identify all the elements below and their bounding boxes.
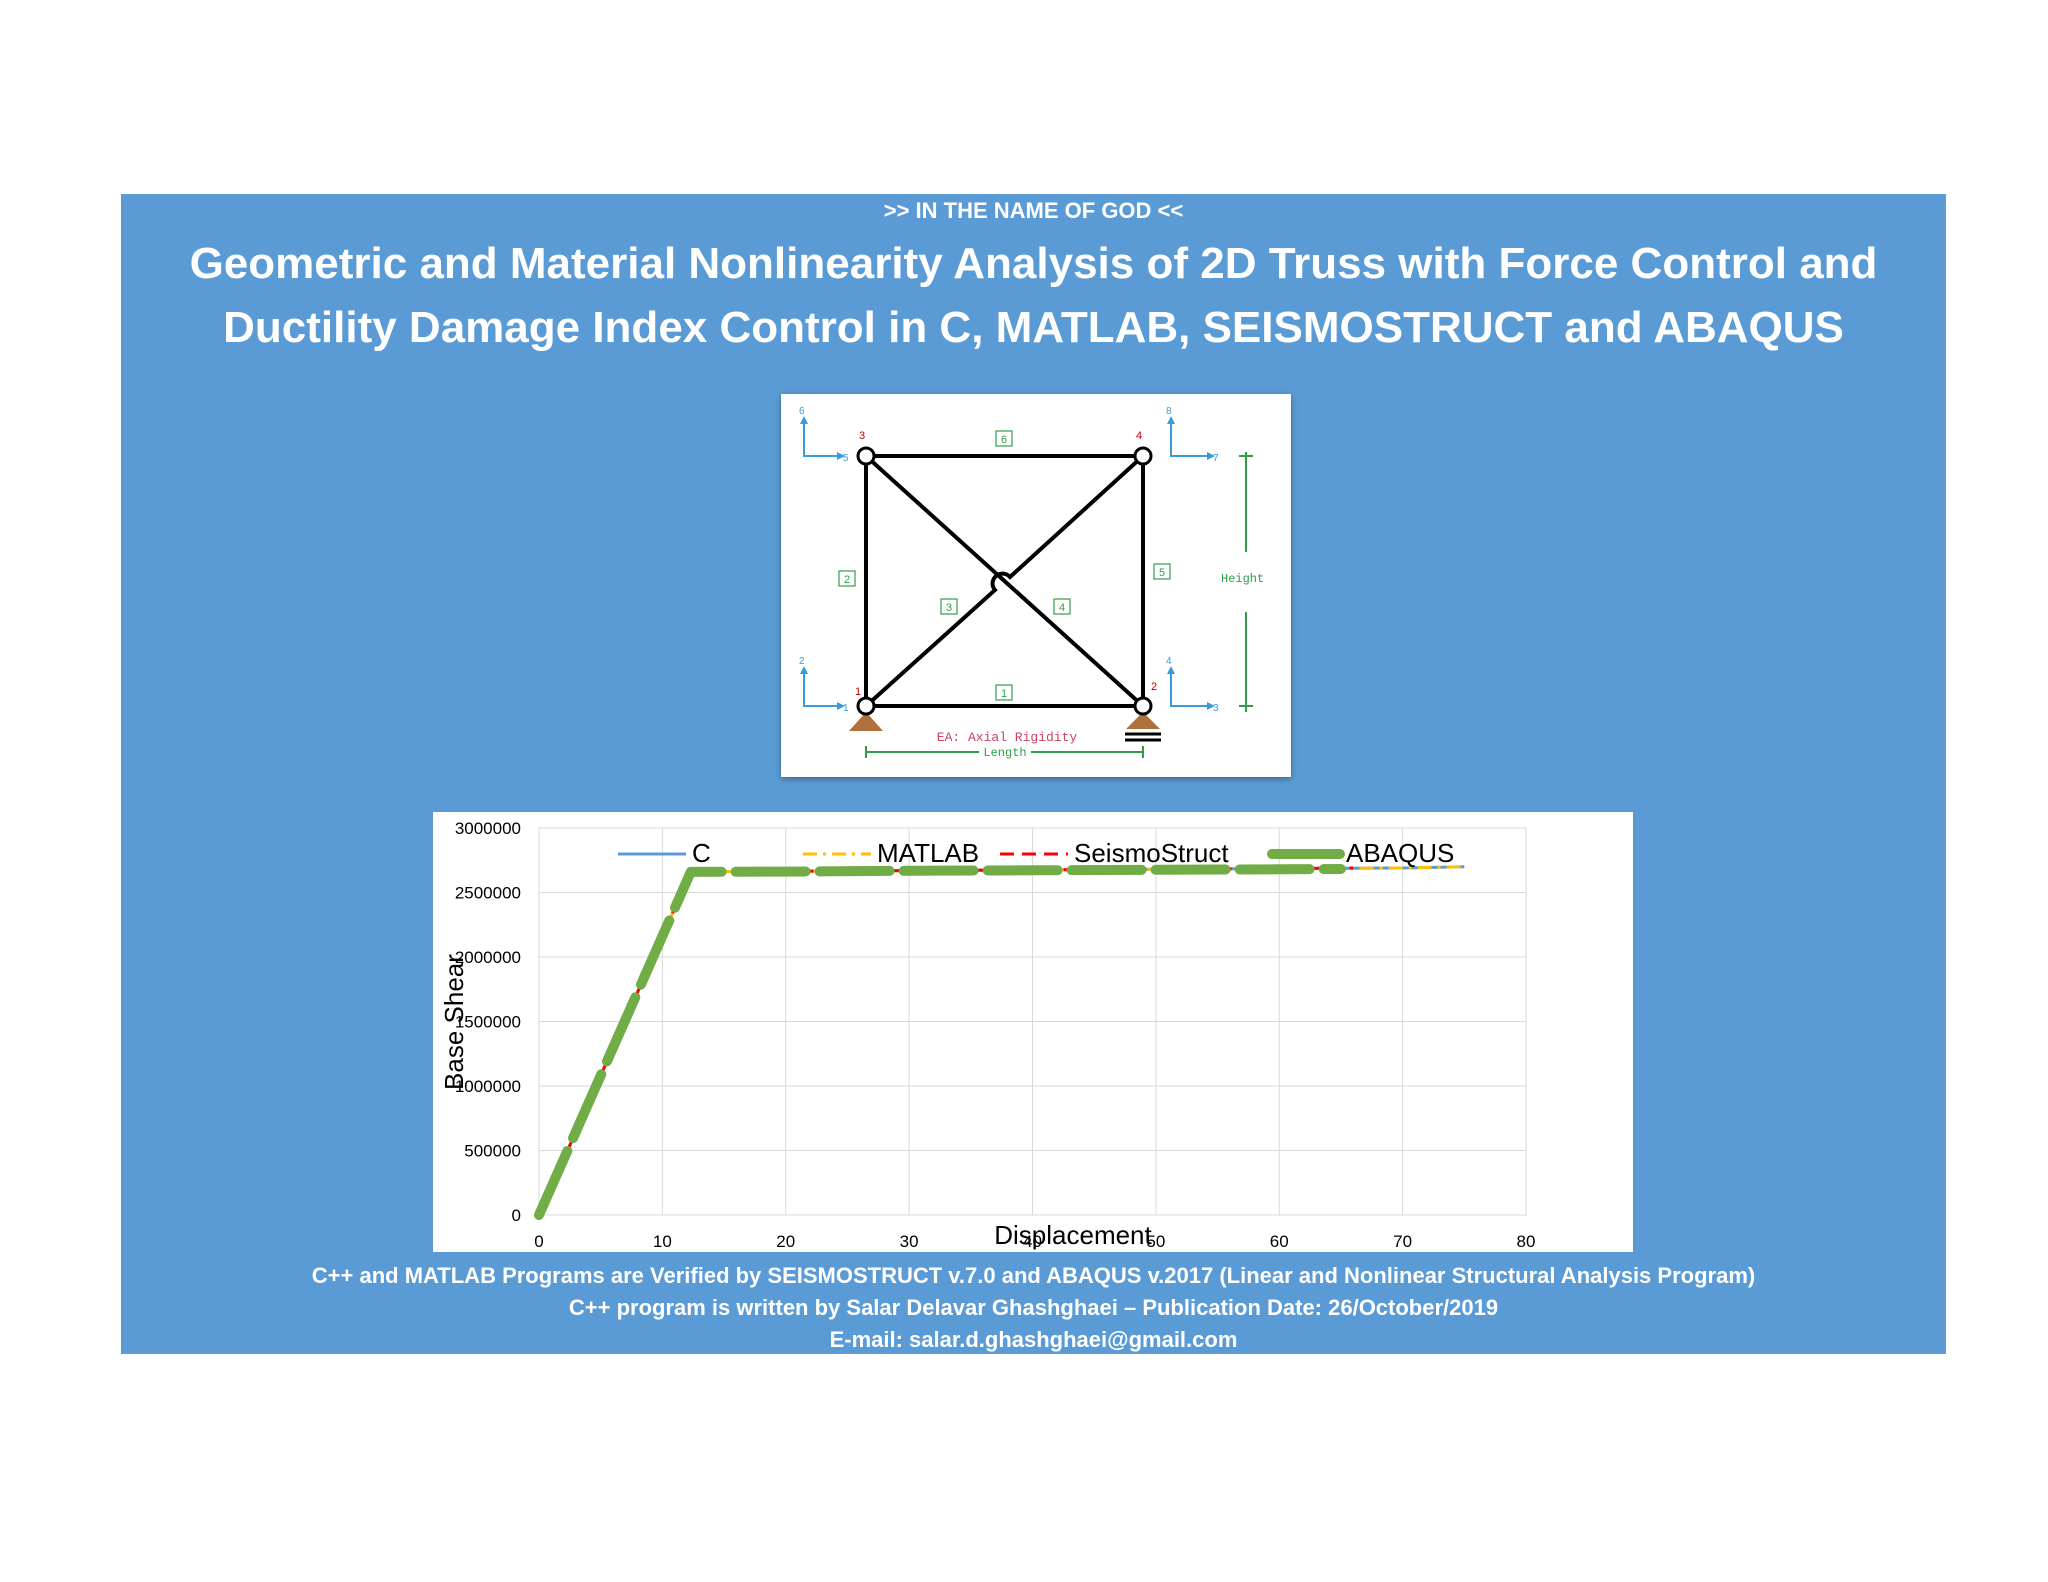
base-shear-chart: 0 500000 1000000 1500000 2000000 2500000 30000… — [433, 812, 1633, 1252]
node-label-3: 3 — [859, 430, 865, 442]
legend-label-c: C — [692, 838, 711, 868]
element-label-5: 5 — [1159, 567, 1165, 579]
legend-label-abaqus: ABAQUS — [1346, 838, 1454, 868]
y-tick-label: 1000000 — [455, 1077, 521, 1096]
footer: C++ and MATLAB Programs are Verified by … — [121, 1260, 1946, 1356]
dof-label-8: 8 — [1166, 406, 1172, 417]
x-tick-label: 80 — [1517, 1232, 1536, 1251]
legend-label-seismostruct: SeismoStruct — [1074, 838, 1229, 868]
x-tick-label: 10 — [653, 1232, 672, 1251]
node-label-2: 2 — [1151, 681, 1157, 693]
truss-node-3 — [856, 446, 876, 466]
y-tick-label: 3000000 — [455, 819, 521, 838]
x-axis-title: Displacement — [994, 1220, 1152, 1250]
truss-diagram-svg: 1 2 3 4 1 2 3 4 5 6 — [799, 406, 1264, 760]
dedication-line: >> IN THE NAME OF GOD << — [883, 198, 1184, 223]
truss-member-4 — [864, 454, 1145, 708]
element-label-6: 6 — [1001, 434, 1007, 446]
y-tick-label: 2500000 — [455, 884, 521, 903]
x-tick-label: 70 — [1393, 1232, 1412, 1251]
x-tick-label: 50 — [1146, 1232, 1165, 1251]
node-label-1: 1 — [855, 686, 861, 698]
email-note: E-mail: salar.d.ghashghaei@gmail.com — [829, 1327, 1238, 1352]
y-tick-label: 1500000 — [455, 1013, 521, 1032]
dof-label-5: 5 — [843, 453, 849, 464]
verification-note: C++ and MATLAB Programs are Verified by … — [311, 1263, 1756, 1288]
title-line-2: Ductility Damage Index Control in C, MAT… — [223, 303, 1844, 352]
truss-member-3 — [864, 454, 1145, 708]
roller-support-icon — [1126, 712, 1160, 729]
x-tick-label: 20 — [776, 1232, 795, 1251]
x-tick-label: 30 — [900, 1232, 919, 1251]
dof-label-4: 4 — [1166, 656, 1172, 667]
dof-label-1: 1 — [843, 703, 849, 714]
node-label-4: 4 — [1136, 430, 1142, 442]
title-line-1: Geometric and Material Nonlinearity Anal… — [189, 239, 1878, 288]
x-tick-label: 40 — [1023, 1232, 1042, 1251]
axial-rigidity-label: EA: Axial Rigidity — [937, 730, 1078, 745]
truss-node-4 — [1133, 446, 1153, 466]
x-tick-label: 60 — [1270, 1232, 1289, 1251]
element-label-2: 2 — [844, 574, 850, 586]
pin-support-icon — [849, 712, 883, 731]
element-label-3: 3 — [946, 602, 952, 614]
y-tick-label: 500000 — [464, 1142, 521, 1161]
chart-svg: 0 500000 1000000 1500000 2000000 2500000 30000… — [439, 819, 1536, 1251]
y-tick-label: 0 — [512, 1206, 521, 1225]
y-tick-label: 2000000 — [455, 948, 521, 967]
dof-label-2: 2 — [799, 656, 805, 667]
truss-diagram: 1 2 3 4 1 2 3 4 5 6 — [781, 394, 1291, 777]
truss-node-2 — [1133, 696, 1153, 716]
element-label-1: 1 — [1001, 688, 1007, 700]
legend-label-matlab: MATLAB — [877, 838, 979, 868]
dof-label-7: 7 — [1213, 453, 1219, 464]
blue-poster-panel: >> IN THE NAME OF GOD << Geometric and M… — [121, 194, 1946, 1354]
author-note: C++ program is written by Salar Delavar … — [568, 1295, 1499, 1320]
series-line-abaqus — [534, 864, 1346, 1220]
truss-node-1 — [856, 696, 876, 716]
dof-label-3: 3 — [1213, 703, 1219, 714]
x-tick-label: 0 — [534, 1232, 543, 1251]
length-dimension-label: Length — [983, 746, 1026, 760]
page-title: Geometric and Material Nonlinearity Anal… — [121, 232, 1946, 360]
element-label-4: 4 — [1059, 602, 1065, 614]
y-axis-title: Base Shear — [439, 954, 469, 1090]
dof-label-6: 6 — [799, 406, 805, 417]
height-dimension-label: Height — [1221, 572, 1264, 586]
